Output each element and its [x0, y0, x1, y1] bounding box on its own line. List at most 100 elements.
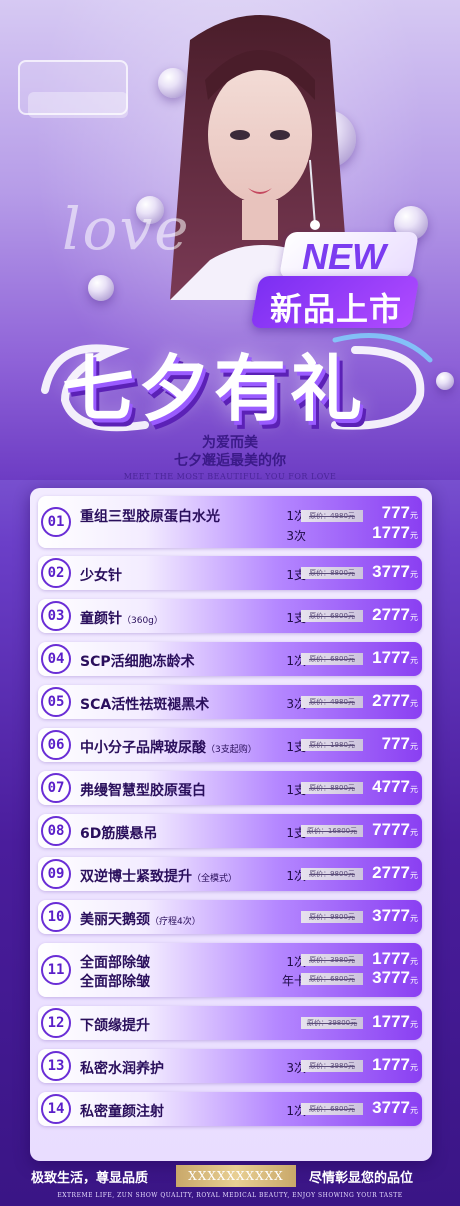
item-quantity: 1支 [286, 826, 306, 840]
sale-price: 3777元 [372, 562, 418, 581]
item-number: 14 [41, 1094, 71, 1124]
footer-slogan: 极致生活，尊显品质 XXXXXXXXXX 尽情彰显您的品位 [0, 1165, 460, 1191]
love-script-text: love [62, 195, 191, 263]
original-price: 原价：16800元 [301, 825, 363, 837]
price-menu-panel: 01 重组三型胶原蛋白水光 1次 原价：4980元 777元 3次 1777元 … [30, 488, 432, 1161]
menu-row[interactable]: 01 重组三型胶原蛋白水光 1次 原价：4980元 777元 3次 1777元 [38, 496, 422, 548]
menu-row[interactable]: 09 双逆博士紧致提升（全模式） 1次 原价：9800元 2777元 [38, 857, 422, 891]
footer-english-slogan: EXTREME LIFE, ZUN SHOW QUALITY, ROYAL ME… [57, 1192, 403, 1199]
original-price: 原价：6800元 [301, 653, 363, 665]
item-name: 中小分子品牌玻尿酸（3支起购） [80, 740, 257, 756]
sale-price: 2777元 [372, 691, 418, 710]
sale-price: 3777元 [372, 1098, 418, 1117]
sale-price: 1777元 [372, 1012, 418, 1031]
hero-banner: love NEW 新品上市 七夕有礼 为爱而美 七夕邂逅最美的你 MEET TH… [0, 0, 460, 480]
item-quantity: 3次 [286, 529, 306, 543]
item-number: 07 [41, 773, 71, 803]
item-number: 11 [41, 955, 71, 985]
item-name: 私密童颜注射 [80, 1104, 164, 1120]
item-number: 01 [41, 507, 71, 537]
new-badge-label: NEW [302, 236, 386, 277]
original-price: 原价：4980元 [301, 696, 363, 708]
footer-slogan-left: 极致生活，尊显品质 [31, 1171, 149, 1186]
menu-row[interactable]: 06 中小分子品牌玻尿酸（3支起购） 1支 原价：1980元 777元 [38, 728, 422, 762]
sale-price: 7777元 [372, 820, 418, 839]
sale-price: 777元 [381, 734, 418, 753]
item-number: 06 [41, 730, 71, 760]
original-price: 原价：9800元 [301, 868, 363, 880]
item-quantity: 1次 [286, 869, 306, 883]
item-number: 03 [41, 601, 71, 631]
pearl-icon [136, 196, 164, 224]
item-number: 08 [41, 816, 71, 846]
menu-row[interactable]: 02 少女针 1支 原价：8800元 3777元 [38, 556, 422, 590]
ribbon-swoosh-decoration [41, 333, 433, 432]
item-quantity: 1支 [286, 568, 306, 582]
original-price: 原价：4980元 [301, 510, 363, 522]
footer-brand-plate: XXXXXXXXXX [176, 1165, 296, 1187]
glass-window-decoration [18, 60, 128, 115]
original-price: 原价：6800元 [301, 973, 363, 985]
item-quantity: 1支 [286, 783, 306, 797]
sale-price: 2777元 [372, 863, 418, 882]
original-price: 原价：3980元 [301, 1060, 363, 1072]
sale-price: 1777元 [372, 523, 418, 542]
menu-row[interactable]: 04 SCP活细胞冻龄术 1次 原价：6800元 1777元 [38, 642, 422, 676]
item-name: 私密水润养护 [80, 1061, 164, 1077]
subtitle-english: MEET THE MOST BEAUTIFUL YOU FOR LOVE [123, 472, 337, 480]
sale-price: 3777元 [372, 968, 418, 987]
item-quantity: 1次 [286, 1104, 306, 1118]
subtitle-line-1: 为爱而美 [202, 435, 258, 451]
item-quantity: 1次 [286, 654, 306, 668]
menu-row[interactable]: 11 全面部除皱 全面部除皱 1次 原价：3980元 1777元 年卡 原价：6… [38, 943, 422, 997]
original-price: 原价：9800元 [301, 911, 363, 923]
pearl-icon [436, 372, 454, 390]
menu-row[interactable]: 03 童颜针（360g） 1支 原价：6800元 2777元 [38, 599, 422, 633]
original-price: 原价：39800元 [301, 1017, 363, 1029]
item-name: 弗缦智慧型胶原蛋白 [80, 783, 206, 799]
item-name: 全面部除皱 [80, 974, 150, 990]
item-name: SCP活细胞冻龄术 [80, 654, 195, 670]
subtitle-line-2: 七夕邂逅最美的你 [174, 453, 286, 469]
menu-row[interactable]: 10 美丽天鹅颈（疗程4次） 原价：9800元 3777元 [38, 900, 422, 934]
item-name: 6D筋膜悬吊 [80, 826, 158, 842]
menu-row[interactable]: 07 弗缦智慧型胶原蛋白 1支 原价：8800元 4777元 [38, 771, 422, 805]
item-number: 13 [41, 1051, 71, 1081]
item-name: SCA活性祛斑褪黑术 [80, 697, 210, 713]
menu-row[interactable]: 05 SCA活性祛斑褪黑术 3次 原价：4980元 2777元 [38, 685, 422, 719]
item-number: 12 [41, 1008, 71, 1038]
menu-row[interactable]: 14 私密童颜注射 1次 原价：6800元 3777元 [38, 1092, 422, 1126]
menu-row[interactable]: 12 下颌缘提升 原价：39800元 1777元 [38, 1006, 422, 1040]
original-price: 原价：8800元 [301, 782, 363, 794]
menu-row[interactable]: 13 私密水润养护 3次 原价：3980元 1777元 [38, 1049, 422, 1083]
original-price: 原价：1980元 [301, 739, 363, 751]
item-quantity: 1次 [286, 509, 306, 523]
pearl-icon [158, 68, 188, 98]
item-name: 美丽天鹅颈（疗程4次） [80, 912, 201, 928]
main-title: 七夕有礼 [62, 346, 367, 431]
item-name: 下颌缘提升 [80, 1018, 150, 1034]
item-number: 05 [41, 687, 71, 717]
sale-price: 1777元 [372, 949, 418, 968]
item-quantity: 1次 [286, 955, 306, 969]
sale-price: 1777元 [372, 648, 418, 667]
sale-price: 3777元 [372, 906, 418, 925]
model-portrait [170, 15, 350, 300]
item-number: 10 [41, 902, 71, 932]
item-number: 04 [41, 644, 71, 674]
glass-bar-decoration [28, 92, 128, 118]
item-name: 童颜针（360g） [80, 611, 163, 627]
footer-slogan-right: 尽情彰显您的品位 [309, 1171, 414, 1186]
pearl-icon [88, 275, 114, 301]
item-quantity: 3次 [286, 697, 306, 711]
original-price: 原价：8800元 [301, 567, 363, 579]
item-name: 全面部除皱 [80, 955, 150, 971]
item-name: 双逆博士紧致提升（全模式） [80, 869, 238, 885]
menu-row[interactable]: 08 6D筋膜悬吊 1支 原价：16800元 7777元 [38, 814, 422, 848]
item-name: 重组三型胶原蛋白水光 [80, 509, 220, 525]
item-quantity: 年卡 [281, 974, 306, 988]
item-number: 09 [41, 859, 71, 889]
original-price: 原价：6800元 [301, 610, 363, 622]
item-quantity: 1支 [286, 611, 306, 625]
launch-badge-label: 新品上市 [270, 290, 403, 328]
